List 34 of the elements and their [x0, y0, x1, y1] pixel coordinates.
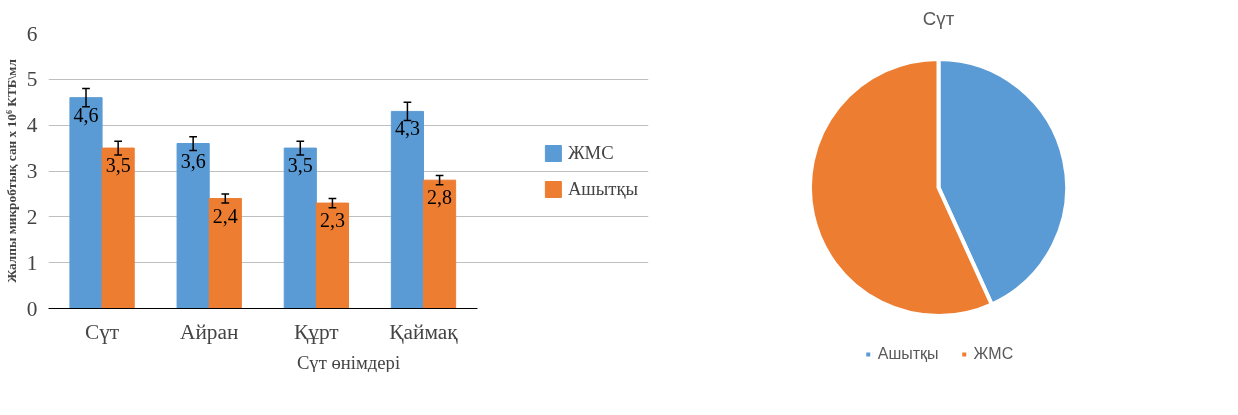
data-label: 3,5 — [287, 154, 313, 177]
legend-label: Ашытқы — [567, 177, 638, 200]
bar — [101, 147, 135, 309]
bar — [208, 198, 242, 309]
data-label: 4,6 — [73, 103, 99, 126]
bar — [423, 179, 457, 309]
x-tick-label: Айран — [180, 319, 239, 344]
x-tick-label: Қаймақ — [389, 319, 459, 344]
y-tick-label: 6 — [26, 21, 38, 46]
data-label: 3,5 — [105, 154, 131, 177]
legend-label: ЖМС — [567, 141, 614, 164]
data-label: 2,3 — [319, 209, 345, 232]
x-axis-title: Сүт өнімдері — [296, 351, 401, 373]
y-tick-label: 2 — [26, 204, 38, 229]
data-label: 3,6 — [180, 149, 206, 172]
y-tick-label: 5 — [26, 67, 38, 92]
bar — [176, 143, 210, 309]
x-tick-label: Құрт — [294, 319, 340, 344]
y-tick-label: 1 — [26, 250, 38, 275]
y-axis-title: Жалпы микробтық сан х 10⁶ КТБ\мл — [3, 58, 19, 283]
bar — [283, 147, 317, 309]
bar — [315, 202, 349, 309]
legend-label: Ашытқы — [877, 345, 939, 363]
legend-label: ЖМС — [973, 345, 1014, 363]
bar — [390, 110, 424, 309]
y-tick-label: 3 — [26, 159, 38, 183]
data-label: 2,4 — [212, 204, 238, 227]
bar — [69, 97, 103, 309]
data-label: 2,8 — [427, 186, 453, 209]
x-tick-label: Сүт — [84, 319, 120, 344]
y-tick-label: 4 — [26, 113, 38, 138]
chart-title: Сүт — [922, 7, 955, 29]
y-tick-label: 0 — [26, 296, 38, 321]
data-label: 4,3 — [394, 117, 420, 140]
